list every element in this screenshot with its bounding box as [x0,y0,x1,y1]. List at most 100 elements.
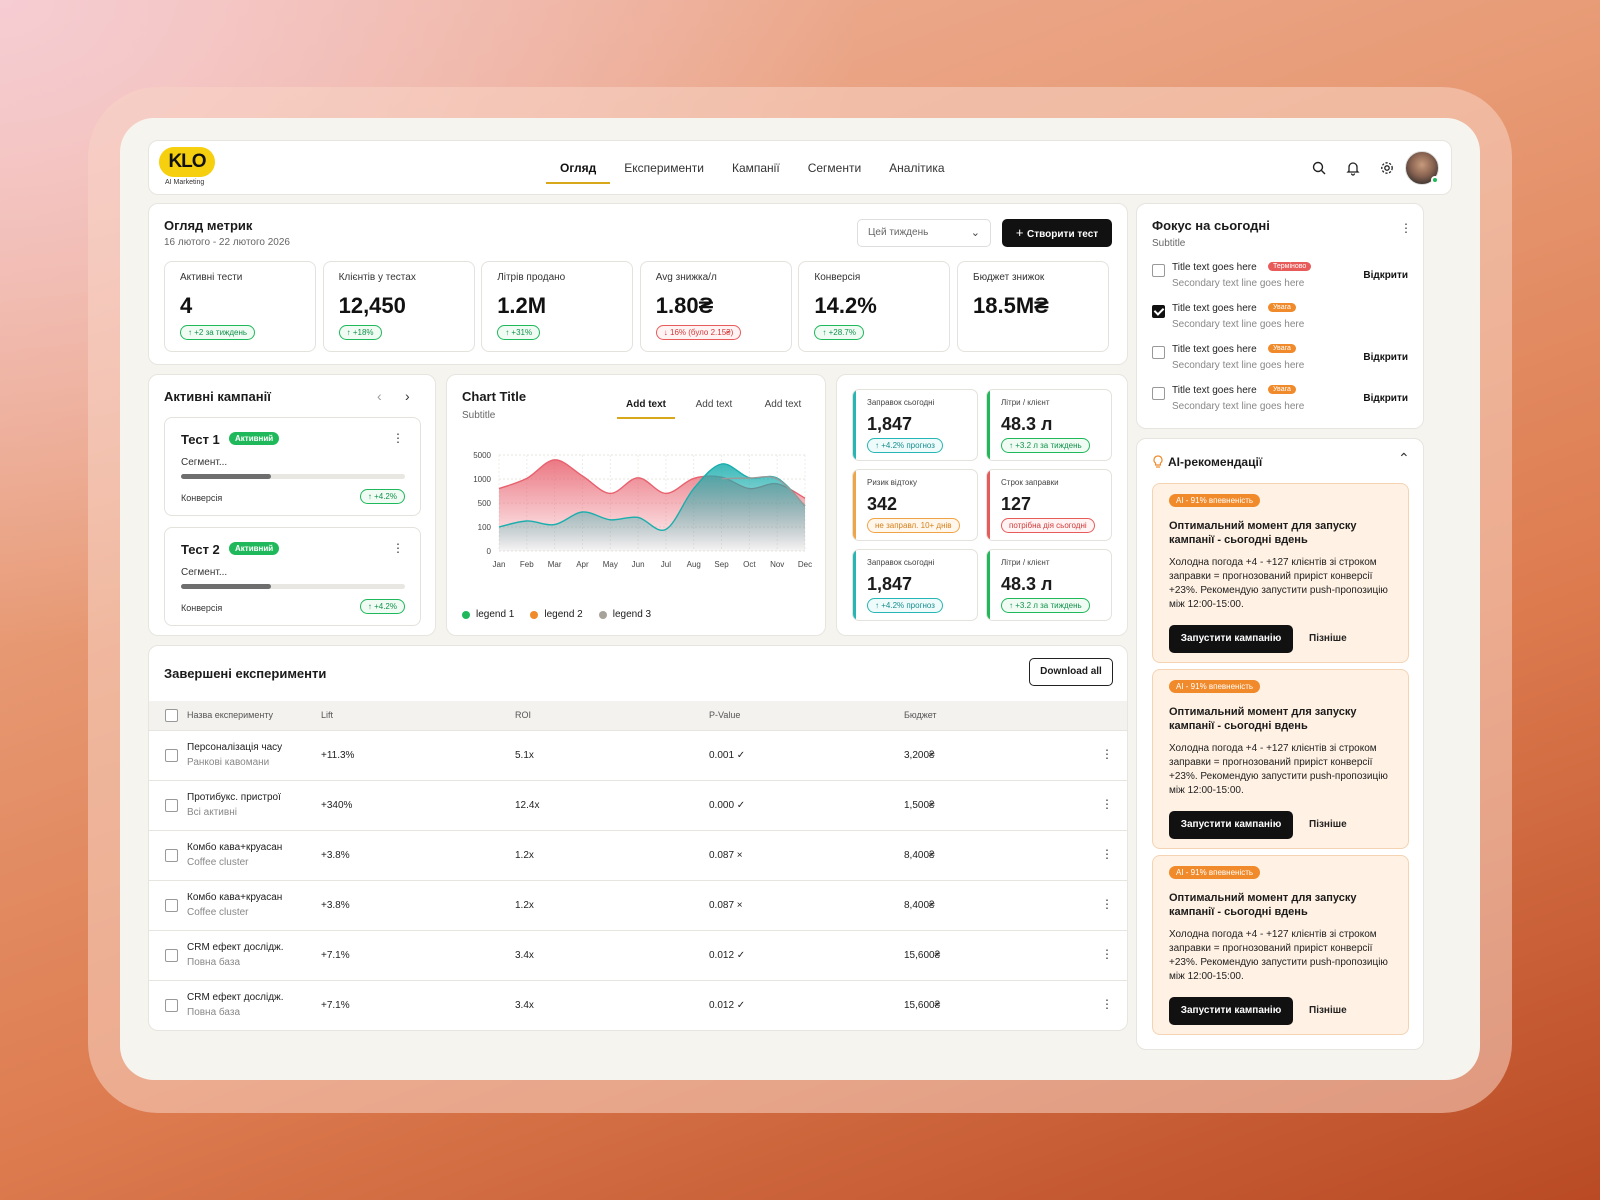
stat-value: 342 [867,494,898,514]
stat-card[interactable]: Літри / клієнт 48.3 л ↑ +3.2 л за тиждень [986,549,1112,621]
later-button[interactable]: Пізніше [1309,819,1347,830]
table-row[interactable]: CRM ефект дослідж. Повна база +7.1% 3.4x 0.0… [149,980,1127,1030]
focus-item-tag: Увага [1268,344,1296,353]
focus-item[interactable]: Title text goes here Secondary text line … [1152,262,1412,302]
focus-checkbox[interactable] [1152,305,1165,318]
row-checkbox[interactable] [165,899,178,912]
brand-tagline: AI Marketing [165,179,205,186]
col-pvalue[interactable]: P-Value [709,710,741,720]
more-vertical-icon[interactable]: ⋮ [1101,897,1113,911]
experiment-name: CRM ефект дослідж. [187,942,284,953]
kpi-card[interactable]: Літрів продано 1.2M ↑ +31% [481,261,634,352]
chart-tab-2[interactable]: Add text [695,399,733,410]
focus-subtitle: Subtitle [1152,238,1186,249]
nav-segments[interactable]: Сегменти [807,161,862,175]
period-select[interactable]: Цей тиждень ⌄ [857,219,991,247]
chevron-right-icon[interactable]: › [405,388,410,404]
row-checkbox[interactable] [165,849,178,862]
launch-campaign-button[interactable]: Запустити кампанію [1169,811,1293,839]
table-row[interactable]: CRM ефект дослідж. Повна база +7.1% 3.4x 0.0… [149,930,1127,980]
col-budget[interactable]: Бюджет [904,710,937,720]
stat-card[interactable]: Літри / клієнт 48.3 л ↑ +3.2 л за тиждень [986,389,1112,461]
kpi-card[interactable]: Avg знижка/л 1.80₴ ↓ 16% (було 2.15₴) [639,261,792,352]
kpi-label: Літрів продано [497,272,566,283]
open-link[interactable]: Відкрити [1363,352,1408,363]
focus-item[interactable]: Title text goes here Secondary text line … [1152,344,1412,384]
row-checkbox[interactable] [165,749,178,762]
legend-item[interactable]: legend 3 [598,609,651,620]
later-button[interactable]: Пізніше [1309,633,1347,644]
kpi-card[interactable]: Бюджет знижок 18.5M₴ [957,261,1109,352]
select-all-checkbox[interactable] [165,709,178,722]
campaign-metric-change: ↑ +4.2% [359,489,405,504]
more-vertical-icon[interactable]: ⋮ [1101,997,1113,1011]
kpi-label: Бюджет знижок [973,272,1045,283]
more-vertical-icon[interactable]: ⋮ [392,431,404,445]
table-row[interactable]: Персоналізація часу Ранкові кавомани +11.3… [149,730,1127,780]
stat-card[interactable]: Заправок сьогодні 1,847 ↑ +4.2% прогноз [852,389,978,461]
row-checkbox[interactable] [165,999,178,1012]
kpi-card[interactable]: Клієнтів у тестах 12,450 ↑ +18% [322,261,475,352]
chevron-left-icon[interactable]: ‹ [377,388,382,404]
kpi-card[interactable]: Активні тести 4 ↑ +2 за тиждень [164,261,316,352]
series-area-2 [499,463,805,551]
bell-icon[interactable] [1345,160,1361,176]
focus-item-title: Title text goes here [1172,344,1257,355]
nav-analytics[interactable]: Аналітика [889,161,945,175]
ai-rec-title: Оптимальний момент для запуску кампанії … [1169,520,1357,546]
table-row[interactable]: Комбо кава+круасан Coffee cluster +3.8% 1.2… [149,830,1127,880]
focus-item[interactable]: Title text goes here Secondary text line … [1152,385,1412,425]
campaign-metric-label: Конверсія [181,493,223,503]
later-button[interactable]: Пізніше [1309,1005,1347,1016]
chevron-up-icon[interactable]: ⌃ [1398,450,1410,466]
col-roi[interactable]: ROI [515,710,532,720]
nav-overview[interactable]: Огляд [546,141,611,196]
chart-tab-1[interactable]: Add text [626,399,666,410]
more-vertical-icon[interactable]: ⋮ [1101,747,1113,761]
row-checkbox[interactable] [165,949,178,962]
focus-checkbox[interactable] [1152,346,1165,359]
legend-item[interactable]: legend 2 [530,609,583,620]
nav-experiments[interactable]: Експерименти [624,161,704,175]
legend-item[interactable]: legend 1 [462,609,514,620]
stat-card[interactable]: Заправок сьогодні 1,847 ↑ +4.2% прогноз [852,549,978,621]
open-link[interactable]: Відкрити [1363,393,1408,404]
more-vertical-icon[interactable]: ⋮ [1101,947,1113,961]
launch-campaign-button[interactable]: Запустити кампанію [1169,625,1293,653]
kpi-card[interactable]: Конверсія 14.2% ↑ +28.7% [798,261,951,352]
open-link[interactable]: Відкрити [1363,270,1408,281]
chart-tab-3[interactable]: Add text [764,399,802,410]
stat-label: Заправок сьогодні [867,398,935,407]
campaign-card[interactable]: Тест 1 Активний ⋮ Сегмент... Конверсія ↑ +4.2… [164,417,421,516]
kpi-value: 18.5M₴ [973,293,1049,318]
table-row[interactable]: Протибукс. пристрої Всі активні +340% 12.4x… [149,780,1127,830]
search-icon[interactable] [1311,160,1327,176]
focus-checkbox[interactable] [1152,264,1165,277]
table-row[interactable]: Комбо кава+круасан Coffee cluster +3.8% 1.2… [149,880,1127,930]
more-vertical-icon[interactable]: ⋮ [1101,847,1113,861]
kpi-label: Клієнтів у тестах [338,272,416,283]
row-checkbox[interactable] [165,799,178,812]
stat-note-badge: ↑ +4.2% прогноз [867,438,943,453]
stat-label: Літри / клієнт [1001,398,1050,407]
stat-card[interactable]: Строк заправки 127 потрібна дія сьогодні [986,469,1112,541]
more-vertical-icon[interactable]: ⋮ [1400,221,1412,235]
more-vertical-icon[interactable]: ⋮ [1101,797,1113,811]
more-vertical-icon[interactable]: ⋮ [392,541,404,555]
legend-dot [530,610,539,619]
brand-logo[interactable]: KLO [159,147,215,177]
stat-note-badge: ↑ +3.2 л за тиждень [1001,438,1090,453]
stat-card[interactable]: Ризик відтоку 342 не заправл. 10+ днів [852,469,978,541]
create-test-button[interactable]: + Створити тест [1002,219,1112,247]
x-tick-label: Nov [770,560,784,569]
gear-icon[interactable] [1379,160,1395,176]
nav-campaigns[interactable]: Кампанії [731,161,780,175]
focus-checkbox[interactable] [1152,387,1165,400]
col-lift[interactable]: Lift [321,710,334,720]
x-tick-label: Jan [493,560,506,569]
campaign-card[interactable]: Тест 2 Активний ⋮ Сегмент... Конверсія ↑ +4.2… [164,527,421,626]
col-name[interactable]: Назва експерименту [187,710,274,720]
launch-campaign-button[interactable]: Запустити кампанію [1169,997,1293,1025]
download-all-button[interactable]: Download all [1029,658,1113,686]
focus-item[interactable]: Title text goes here Secondary text line … [1152,303,1412,343]
